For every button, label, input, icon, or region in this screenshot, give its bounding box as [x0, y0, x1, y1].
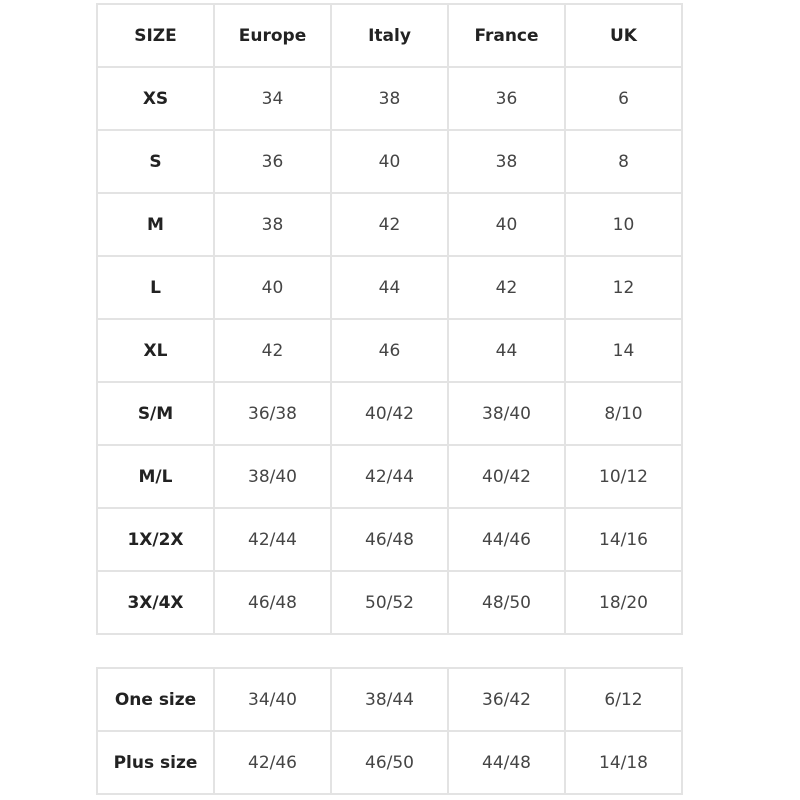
table-cell: 44/46	[447, 507, 566, 572]
table-row: Plus size 42/46 46/50 44/48 14/18	[96, 730, 683, 795]
table-cell: 38/44	[330, 667, 449, 732]
table-cell: 42	[447, 255, 566, 320]
table-cell: 40	[447, 192, 566, 257]
table-cell: 42/44	[213, 507, 332, 572]
table-cell: 14/16	[564, 507, 683, 572]
table-cell: 14	[564, 318, 683, 383]
size-range-table: One size 34/40 38/44 36/42 6/12 Plus size 42/4…	[96, 667, 683, 795]
row-header-cell: One size	[96, 667, 215, 732]
table-cell: 40/42	[330, 381, 449, 446]
table-row: L 40 44 42 12	[96, 255, 683, 320]
table-header-row: SIZE Europe Italy France UK	[96, 3, 683, 68]
table-cell: 36	[213, 129, 332, 194]
table-cell: 42	[213, 318, 332, 383]
table-cell: 50/52	[330, 570, 449, 635]
table-cell: 34	[213, 66, 332, 131]
table-cell: 46	[330, 318, 449, 383]
table-row: XS 34 38 36 6	[96, 66, 683, 131]
table-row: XL 42 46 44 14	[96, 318, 683, 383]
row-header-cell: XL	[96, 318, 215, 383]
table-cell: 36/42	[447, 667, 566, 732]
row-header-cell: 3X/4X	[96, 570, 215, 635]
column-header: UK	[564, 3, 683, 68]
table-cell: 42	[330, 192, 449, 257]
row-header-cell: Plus size	[96, 730, 215, 795]
table-cell: 8/10	[564, 381, 683, 446]
table-row: S 36 40 38 8	[96, 129, 683, 194]
table-cell: 42/46	[213, 730, 332, 795]
table-cell: 42/44	[330, 444, 449, 509]
row-header-cell: XS	[96, 66, 215, 131]
table-row: M 38 42 40 10	[96, 192, 683, 257]
table-cell: 12	[564, 255, 683, 320]
table-cell: 40	[213, 255, 332, 320]
row-header-cell: L	[96, 255, 215, 320]
table-cell: 8	[564, 129, 683, 194]
table-cell: 18/20	[564, 570, 683, 635]
table-cell: 38	[447, 129, 566, 194]
table-cell: 44/48	[447, 730, 566, 795]
table-cell: 10/12	[564, 444, 683, 509]
column-header: Europe	[213, 3, 332, 68]
row-header-cell: M/L	[96, 444, 215, 509]
column-header: SIZE	[96, 3, 215, 68]
table-cell: 38	[330, 66, 449, 131]
table-row: M/L 38/40 42/44 40/42 10/12	[96, 444, 683, 509]
table-cell: 38/40	[447, 381, 566, 446]
table-cell: 46/48	[330, 507, 449, 572]
table-cell: 6	[564, 66, 683, 131]
table-cell: 6/12	[564, 667, 683, 732]
table-cell: 46/48	[213, 570, 332, 635]
row-header-cell: S/M	[96, 381, 215, 446]
table-cell: 10	[564, 192, 683, 257]
table-cell: 40	[330, 129, 449, 194]
table-cell: 40/42	[447, 444, 566, 509]
table-row: One size 34/40 38/44 36/42 6/12	[96, 667, 683, 732]
table-row: 3X/4X 46/48 50/52 48/50 18/20	[96, 570, 683, 635]
table-cell: 36/38	[213, 381, 332, 446]
table-cell: 46/50	[330, 730, 449, 795]
column-header: Italy	[330, 3, 449, 68]
table-cell: 44	[447, 318, 566, 383]
table-cell: 38	[213, 192, 332, 257]
table-cell: 14/18	[564, 730, 683, 795]
size-chart-table: SIZE Europe Italy France UK XS 34 38 36 6 S 36 40 38…	[96, 3, 683, 635]
row-header-cell: 1X/2X	[96, 507, 215, 572]
column-header: France	[447, 3, 566, 68]
table-cell: 36	[447, 66, 566, 131]
table-row: 1X/2X 42/44 46/48 44/46 14/16	[96, 507, 683, 572]
table-cell: 48/50	[447, 570, 566, 635]
row-header-cell: M	[96, 192, 215, 257]
table-cell: 34/40	[213, 667, 332, 732]
table-cell: 38/40	[213, 444, 332, 509]
row-header-cell: S	[96, 129, 215, 194]
table-cell: 44	[330, 255, 449, 320]
table-row: S/M 36/38 40/42 38/40 8/10	[96, 381, 683, 446]
